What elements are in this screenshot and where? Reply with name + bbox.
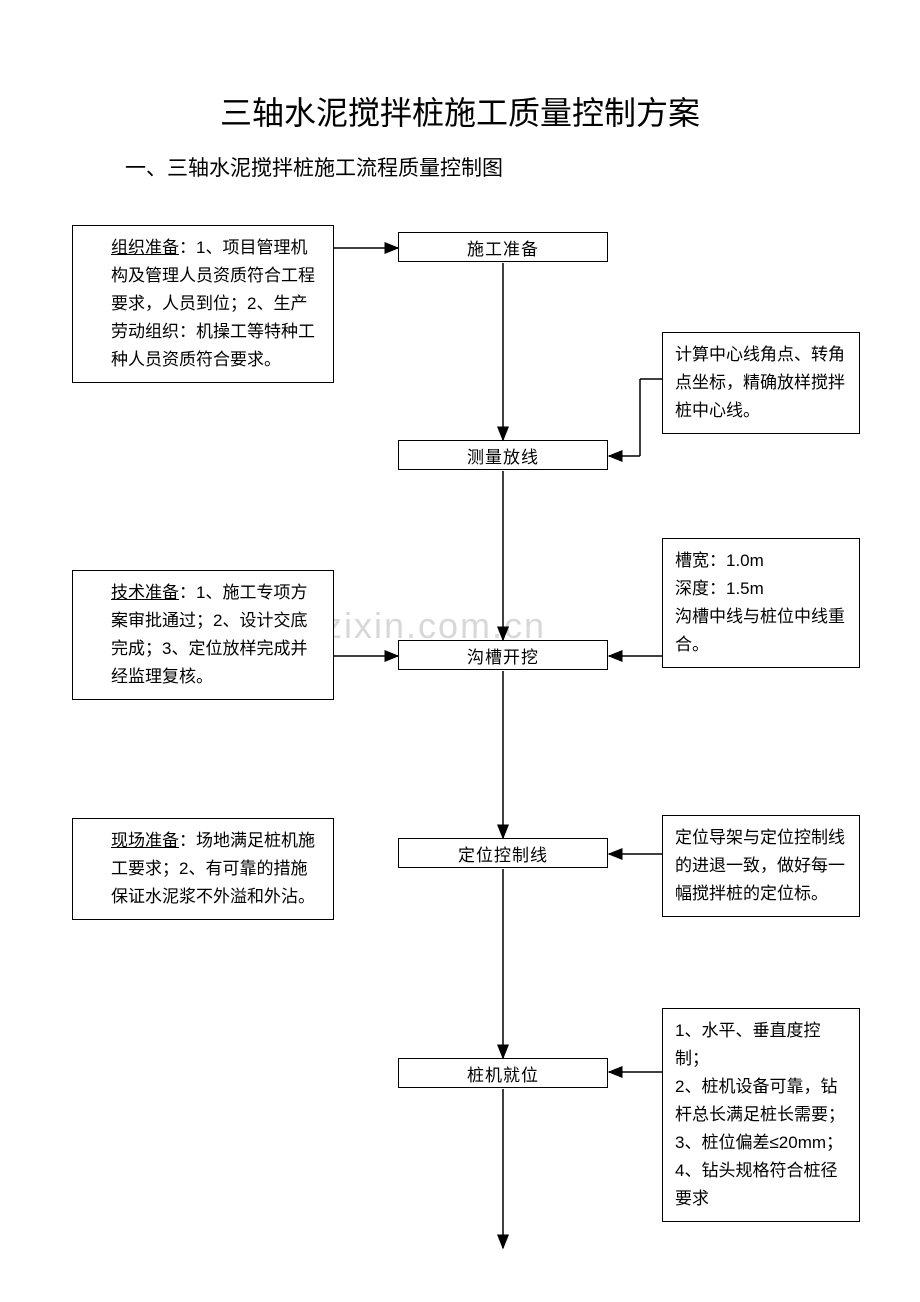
flow-node-prepare: 施工准备 [398,232,608,262]
left-note-head: 现场准备 [111,831,179,850]
right-note-guide: 定位导架与定位控制线的进退一致，做好每一幅搅拌桩的定位标。 [662,815,860,917]
flow-node-label: 沟槽开挖 [467,643,539,668]
flow-node-survey: 测量放线 [398,440,608,470]
flow-node-label: 测量放线 [467,443,539,468]
page-title: 三轴水泥搅拌桩施工质量控制方案 [0,88,920,134]
flow-node-trench: 沟槽开挖 [398,640,608,670]
left-note-org: 组织准备：1、项目管理机构及管理人员资质符合工程要求，人员到位；2、生产劳动组织… [72,225,334,383]
flow-node-label: 施工准备 [467,235,539,260]
left-note-head: 组织准备 [111,238,179,257]
left-note-head: 技术准备 [111,583,179,602]
section-subtitle: 一、三轴水泥搅拌桩施工流程质量控制图 [125,152,503,182]
right-note-trench-spec: 槽宽：1.0m深度：1.5m沟槽中线与桩位中线重合。 [662,538,860,668]
left-note-body: ：1、项目管理机构及管理人员资质符合工程要求，人员到位；2、生产劳动组织：机操工… [111,238,315,369]
left-note-tech: 技术准备：1、施工专项方案审批通过；2、设计交底完成；3、定位放样完成并经监理复… [72,570,334,700]
flow-node-rig-position: 桩机就位 [398,1058,608,1088]
right-note-rig-spec: 1、水平、垂直度控制；2、桩机设备可靠，钻杆总长满足桩长需要；3、桩位偏差≤20… [662,1008,860,1222]
flow-node-position-line: 定位控制线 [398,838,608,868]
right-note-centerline: 计算中心线角点、转角点坐标，精确放样搅拌桩中心线。 [662,332,860,434]
flow-node-label: 桩机就位 [467,1061,539,1086]
flow-node-label: 定位控制线 [458,841,548,866]
left-note-site: 现场准备：场地满足桩机施工要求；2、有可靠的措施保证水泥浆不外溢和外沾。 [72,818,334,920]
